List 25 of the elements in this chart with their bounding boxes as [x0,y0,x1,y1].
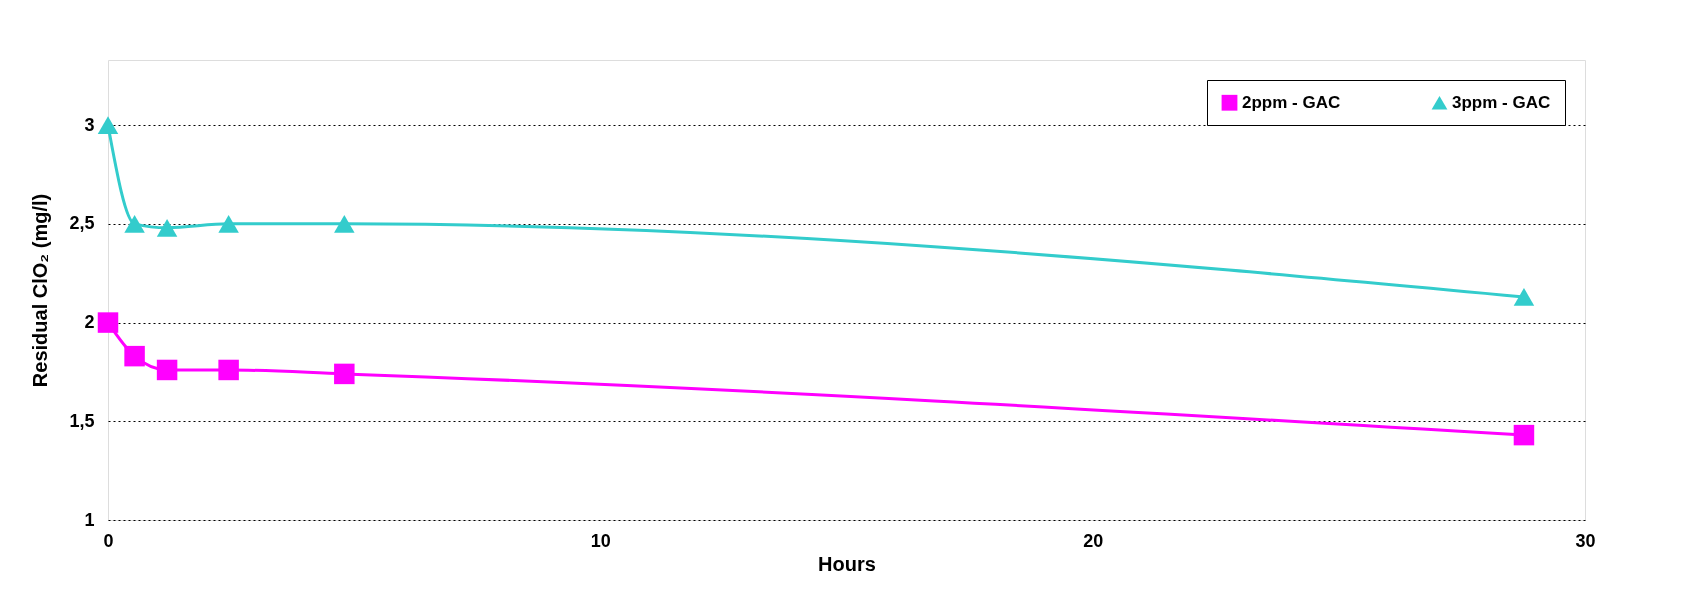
x-tick-label: 0 [103,530,114,551]
y-tick-label: 2,5 [69,213,95,234]
y-tick-label: 2 [84,312,95,333]
y-tick-label: 3 [84,114,95,135]
point [1513,288,1535,306]
point [97,116,119,135]
point [334,363,355,385]
point [124,214,145,233]
y-axis-title: Residual ClO₂ (mg/l) [29,193,52,388]
point [156,218,178,237]
point [156,359,178,381]
point [334,214,355,233]
point [218,214,239,233]
x-tick-label: 10 [590,530,611,551]
x-tick-label: 20 [1083,530,1104,551]
point [124,345,145,367]
legend-label: 3ppm - GAC [1452,92,1551,112]
y-tick-label: 1 [84,509,95,530]
legend-label: 2ppm - GAC [1242,92,1341,112]
point [1513,424,1535,446]
point [218,359,239,381]
y-tick-label: 1,5 [69,410,95,431]
point [97,312,119,333]
x-axis-title: Hours [818,552,876,575]
x-tick-label: 30 [1575,530,1596,551]
